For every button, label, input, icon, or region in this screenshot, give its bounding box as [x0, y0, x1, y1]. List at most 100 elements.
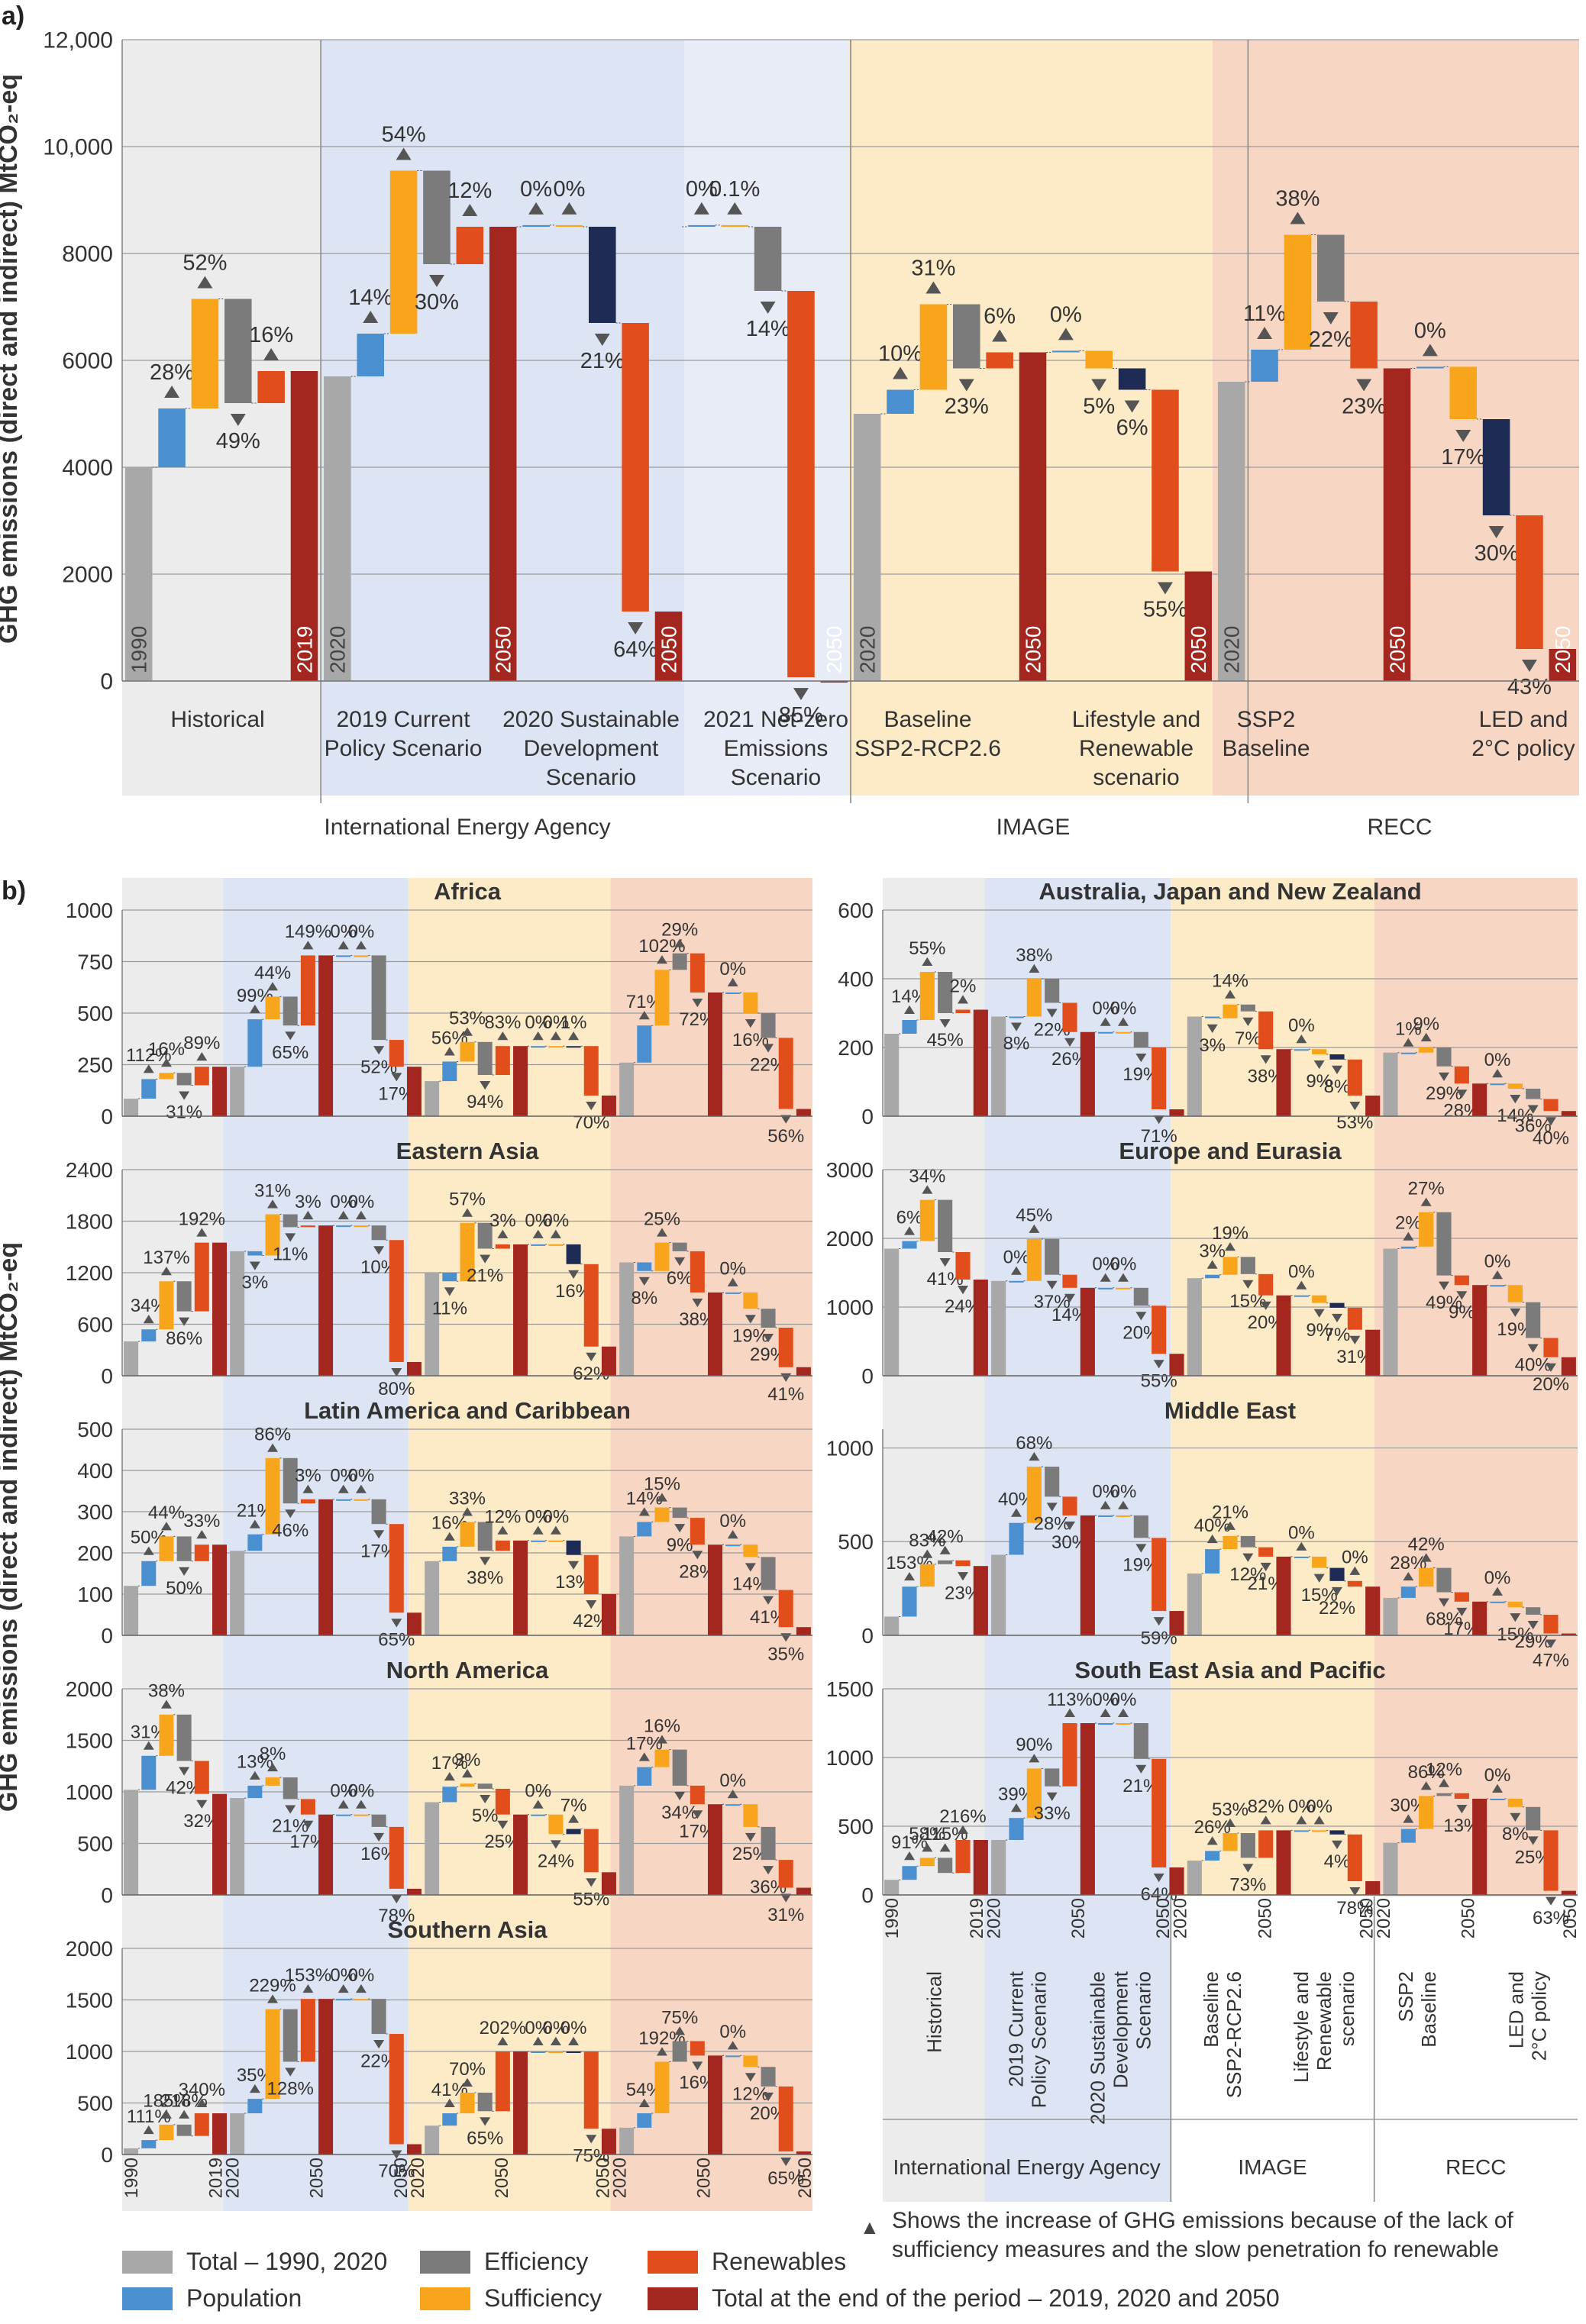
bar-efficiency — [283, 1777, 298, 1799]
triangle-down-icon — [1349, 1335, 1361, 1344]
scenario-label-b: Development — [1110, 1971, 1132, 2088]
bar-sufficiency — [721, 224, 749, 227]
bar-population — [336, 1499, 351, 1501]
bar-population — [442, 1061, 457, 1082]
bar-population — [902, 1241, 917, 1249]
bar-total — [124, 1790, 139, 1895]
triangle-up-icon — [355, 1983, 367, 1993]
triangle-up-icon — [1492, 1270, 1503, 1280]
bar-total — [884, 1616, 900, 1635]
scenario-label: Renewable — [1079, 736, 1194, 761]
pct-label: 38% — [1275, 187, 1320, 211]
triangle-down-icon — [1242, 1553, 1254, 1562]
year-tick-label: 1990 — [121, 2158, 142, 2198]
triangle-up-icon — [1064, 1708, 1075, 1717]
triangle-up-icon — [1011, 1266, 1022, 1275]
triangle-up-icon — [1011, 1508, 1022, 1517]
bar-population — [141, 1561, 157, 1586]
triangle-up-icon — [550, 2036, 561, 2045]
year-tick-label: 2050 — [1255, 1898, 1275, 1938]
year-tick-label: 2050 — [1068, 1898, 1089, 1938]
bar-sufficiency — [1312, 1295, 1327, 1303]
pct-label: 3% — [242, 1273, 269, 1293]
triangle-down-icon — [373, 1246, 385, 1255]
bar-total_end — [973, 1009, 988, 1116]
bar-population — [1294, 1295, 1309, 1297]
group-label-iea: International Energy Agency — [324, 815, 610, 840]
bar-total_end — [406, 1362, 422, 1376]
pct-label: 340% — [179, 2080, 225, 2100]
pct-label: 21% — [272, 1816, 308, 1837]
bar-renewables — [690, 1785, 705, 1805]
pct-label: 0% — [1306, 1796, 1332, 1817]
pct-label: 68% — [1426, 1609, 1462, 1630]
bar-total_end — [406, 1612, 422, 1635]
bar-population — [1205, 1016, 1220, 1018]
triangle-up-icon — [462, 1769, 473, 1778]
bar-population — [1009, 1522, 1024, 1555]
legend-item-population: Population — [122, 2284, 302, 2313]
triangle-down-icon — [1323, 312, 1339, 324]
triangle-up-icon — [893, 366, 909, 379]
y-tick-label: 3000 — [826, 1158, 874, 1182]
bar-efficiency — [1133, 1515, 1148, 1538]
bar-renewables — [194, 1761, 209, 1794]
bar-year-label: 2020 — [855, 626, 879, 673]
bar-lack — [1118, 368, 1146, 390]
triangle-down-icon — [285, 1031, 296, 1041]
pct-label: 21% — [580, 349, 625, 373]
triangle-up-icon — [1029, 1224, 1040, 1233]
bar-total_end — [601, 2129, 616, 2155]
pct-label: 33% — [183, 1511, 220, 1532]
scenario-label-b: SSP2 — [1394, 1971, 1417, 2022]
legend-label: Total at the end of the period – 2019, 2… — [712, 2284, 1280, 2312]
triangle-down-icon — [230, 414, 246, 426]
pct-label: 6% — [896, 1207, 923, 1228]
triangle-down-icon — [1046, 1792, 1058, 1801]
panel-a-band-iea-netzero — [684, 40, 849, 796]
bar-efficiency — [1133, 1031, 1148, 1047]
bar-total_end — [1472, 1285, 1487, 1376]
triangle-up-icon — [674, 938, 686, 947]
legend-item-total-end: Total at the end of the period – 2019, 2… — [648, 2284, 1280, 2313]
pct-label: 0% — [525, 1507, 551, 1528]
pct-label: 9% — [667, 1535, 693, 1555]
pct-label: 89% — [183, 1033, 220, 1054]
triangle-down-icon — [1332, 1313, 1342, 1323]
bar-sufficiency — [159, 1281, 174, 1330]
triangle-up-icon — [363, 311, 379, 323]
triangle-down-icon — [763, 1596, 774, 1605]
pct-label: 50% — [166, 1578, 202, 1599]
y-tick-label: 8000 — [62, 242, 113, 267]
bar-renewables — [778, 1038, 793, 1109]
triangle-up-icon — [1225, 989, 1236, 999]
bar-year-label: 2050 — [657, 626, 680, 673]
triangle-down-icon — [594, 334, 610, 346]
pct-label: 3% — [454, 1750, 481, 1770]
triangle-down-icon — [692, 1298, 703, 1308]
pct-label: 0% — [1342, 1548, 1368, 1568]
bar-population — [1490, 1799, 1505, 1800]
year-tick-label: 1990 — [882, 1898, 903, 1938]
triangle-down-icon — [428, 275, 444, 287]
triangle-up-icon — [355, 1210, 367, 1220]
scenario-label-b: Scenario — [1132, 1971, 1155, 2050]
y-tick-label: 2000 — [62, 563, 113, 588]
triangle-up-icon — [939, 1545, 951, 1554]
pct-label: 19% — [732, 1325, 769, 1346]
y-axis-label: GHG emissions (direct and indirect) MtCO… — [0, 74, 23, 644]
triangle-down-icon — [1456, 1805, 1468, 1814]
scenario-label-b: Policy Scenario — [1028, 1971, 1051, 2108]
y-tick-label: 1000 — [826, 1436, 874, 1460]
bar-efficiency — [1526, 1089, 1541, 1099]
bar-total_end — [212, 1242, 227, 1376]
triangle-up-icon — [1206, 1534, 1218, 1544]
bar-renewables — [583, 1046, 599, 1096]
bar-population — [887, 389, 914, 414]
pct-label: 7% — [1324, 1325, 1351, 1345]
bar-renewables — [583, 1554, 599, 1594]
triangle-up-icon — [444, 1047, 455, 1056]
pct-label: 3% — [489, 1211, 516, 1231]
triangle-up-icon — [1420, 1781, 1432, 1790]
pct-label: 5% — [1083, 395, 1115, 419]
